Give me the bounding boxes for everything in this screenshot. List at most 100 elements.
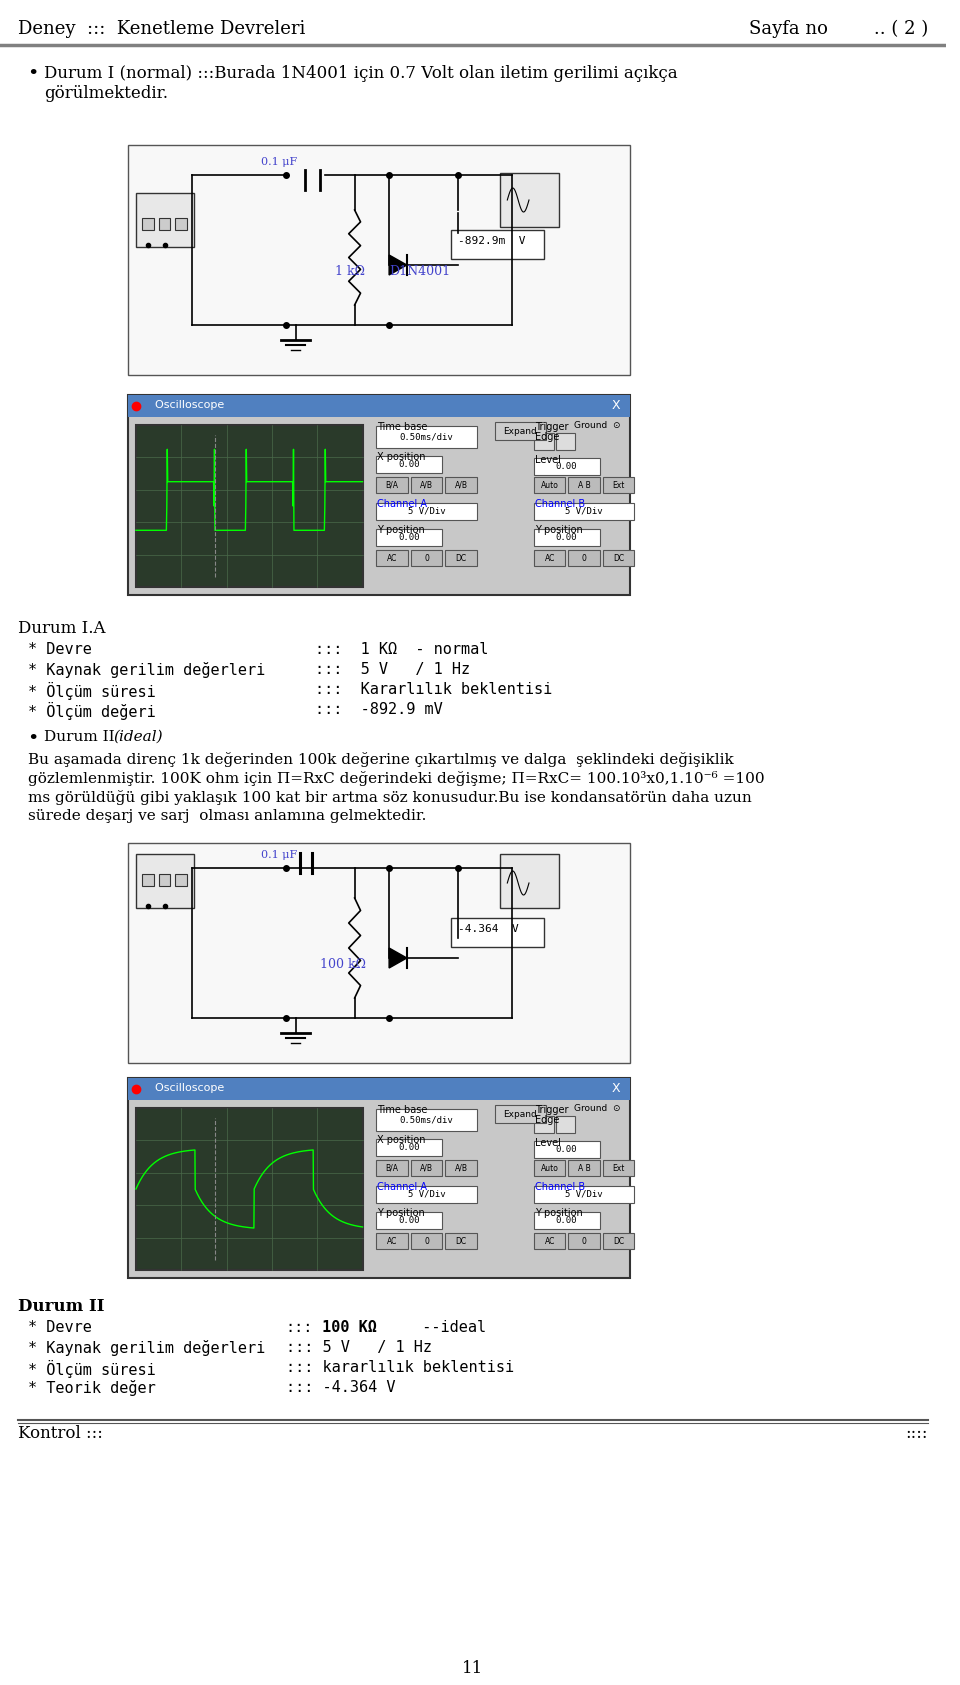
Text: :::  Kararlılık beklentisi: ::: Kararlılık beklentisi [315,682,552,698]
Text: :::  1 KΩ  - normal: ::: 1 KΩ - normal [315,642,489,657]
Text: DC: DC [455,1237,467,1245]
FancyBboxPatch shape [411,1159,443,1176]
Text: ::: -4.364 V: ::: -4.364 V [286,1380,396,1395]
FancyBboxPatch shape [603,477,635,494]
Text: A B: A B [578,480,590,490]
Text: ::: kararlılık beklentisi: ::: kararlılık beklentisi [286,1360,514,1375]
Text: 0.00: 0.00 [556,532,577,541]
FancyBboxPatch shape [568,1159,600,1176]
FancyBboxPatch shape [376,426,477,448]
Text: Expand: Expand [503,1109,537,1119]
FancyBboxPatch shape [534,529,600,546]
Text: -4.364  V: -4.364 V [458,923,518,933]
Text: Y position: Y position [377,1208,425,1218]
FancyBboxPatch shape [128,145,631,376]
Text: Deney  :::  Kenetleme Devreleri: Deney ::: Kenetleme Devreleri [17,20,305,39]
FancyBboxPatch shape [534,1186,635,1203]
Text: A/B: A/B [454,480,468,490]
Text: --ideal: --ideal [404,1319,486,1335]
Text: 0: 0 [424,1237,429,1245]
FancyBboxPatch shape [158,875,171,886]
Text: Ground  ⊙: Ground ⊙ [574,421,621,430]
FancyBboxPatch shape [376,1186,477,1203]
Text: Durum I (normal) :::Burada 1N4001 için 0.7 Volt olan iletim gerilimi açıkça
görü: Durum I (normal) :::Burada 1N4001 için 0… [44,66,678,101]
Text: * Devre: * Devre [28,1319,91,1335]
FancyBboxPatch shape [411,477,443,494]
FancyBboxPatch shape [411,549,443,566]
Text: 5 V/Div: 5 V/Div [565,507,603,516]
Text: 0: 0 [582,553,587,563]
FancyBboxPatch shape [534,1233,565,1249]
FancyBboxPatch shape [568,477,600,494]
Text: X position: X position [377,452,426,462]
Text: -892.9m  V: -892.9m V [458,236,525,246]
Polygon shape [389,254,407,275]
Text: Sayfa no        .. ( 2 ): Sayfa no .. ( 2 ) [749,20,928,39]
FancyBboxPatch shape [128,394,631,416]
FancyBboxPatch shape [534,1159,565,1176]
FancyBboxPatch shape [603,549,635,566]
FancyBboxPatch shape [534,504,635,521]
Text: 0.00: 0.00 [398,460,420,468]
Text: Durum II: Durum II [44,730,120,745]
Text: 0.00: 0.00 [556,462,577,470]
Text: Trigger: Trigger [535,1105,568,1115]
Text: * Kaynak gerilim değerleri: * Kaynak gerilim değerleri [28,662,265,677]
Text: DC: DC [613,1237,624,1245]
FancyBboxPatch shape [128,394,631,595]
Text: Trigger: Trigger [535,421,568,431]
FancyBboxPatch shape [534,1115,554,1132]
FancyBboxPatch shape [568,1233,600,1249]
Text: Y position: Y position [535,1208,583,1218]
Text: 100 kΩ: 100 kΩ [320,959,366,971]
FancyBboxPatch shape [136,194,194,248]
Text: Auto: Auto [540,480,559,490]
FancyBboxPatch shape [534,477,565,494]
Text: Ext: Ext [612,1164,625,1173]
Text: * Ölçüm değeri: * Ölçüm değeri [28,703,156,719]
Text: AC: AC [544,1237,555,1245]
Text: Channel A: Channel A [377,499,427,509]
Text: D1N4001: D1N4001 [389,265,450,278]
Text: (ideal): (ideal) [113,730,163,745]
Text: A B: A B [578,1164,590,1173]
Text: Edge: Edge [535,431,560,441]
FancyBboxPatch shape [556,433,575,450]
Text: B/A: B/A [386,1164,398,1173]
Text: 0.00: 0.00 [398,1142,420,1151]
Text: X position: X position [377,1136,426,1146]
FancyBboxPatch shape [128,1078,631,1277]
FancyBboxPatch shape [445,1233,477,1249]
FancyBboxPatch shape [376,1159,408,1176]
FancyBboxPatch shape [142,875,154,886]
Text: Time base: Time base [377,1105,427,1115]
Text: Ground  ⊙: Ground ⊙ [574,1104,621,1112]
Text: 0: 0 [424,553,429,563]
Text: 0: 0 [582,1237,587,1245]
FancyBboxPatch shape [376,1109,477,1131]
Text: * Ölçüm süresi: * Ölçüm süresi [28,682,156,699]
FancyBboxPatch shape [445,549,477,566]
Text: 5 V/Div: 5 V/Div [565,1190,603,1198]
Text: Channel B: Channel B [535,1181,585,1191]
Text: 0.00: 0.00 [398,532,420,541]
Text: Kontrol :::: Kontrol ::: [17,1426,103,1442]
Polygon shape [389,949,407,967]
Text: Durum II: Durum II [17,1297,105,1314]
FancyBboxPatch shape [556,1115,575,1132]
Text: •: • [28,730,39,748]
FancyBboxPatch shape [534,458,600,475]
FancyBboxPatch shape [494,1105,545,1122]
Text: Channel B: Channel B [535,499,585,509]
FancyBboxPatch shape [142,217,154,229]
Text: Y position: Y position [535,526,583,536]
Text: :::  -892.9 mV: ::: -892.9 mV [315,703,443,718]
FancyBboxPatch shape [376,549,408,566]
FancyBboxPatch shape [445,477,477,494]
FancyBboxPatch shape [376,529,443,546]
Text: Ext: Ext [612,480,625,490]
Text: 0.50ms/div: 0.50ms/div [399,1115,453,1124]
FancyBboxPatch shape [376,457,443,473]
Text: :::: ::: [286,1319,313,1335]
Text: gözlemlenmiştir. 100K ohm için Π=RxC değerindeki değişme; Π=RxC= 100.10³x0,1.10⁻: gözlemlenmiştir. 100K ohm için Π=RxC değ… [28,772,764,785]
